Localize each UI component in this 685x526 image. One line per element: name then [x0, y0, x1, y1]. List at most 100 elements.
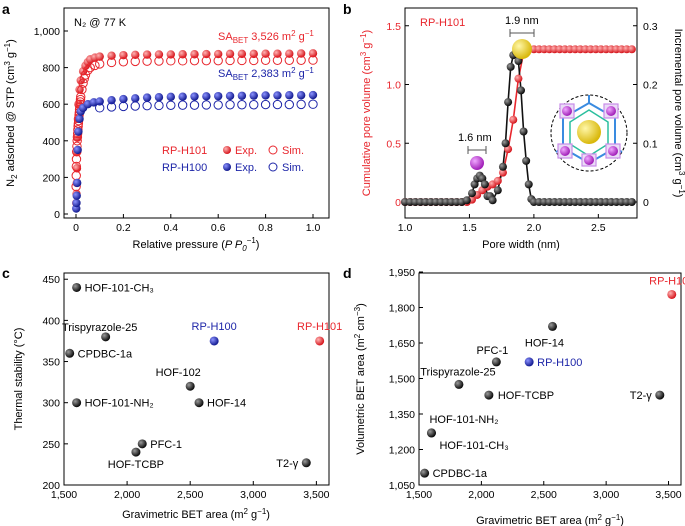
panel-a-point-s0-24 [202, 49, 211, 59]
panel-a-point-s0-32 [296, 49, 306, 58]
panel-c-point-label-9: HOF-TCBP [108, 459, 164, 471]
panel-b-ylabel-left: Cumulative pore volume (cm3 g−1) [359, 30, 373, 196]
panel-a-point-s2-16 [154, 93, 164, 102]
legend-h101-sim: Sim. [282, 145, 304, 157]
panel-a-point-s0-25 [214, 49, 223, 59]
yellow-sphere-icon [512, 39, 532, 59]
panel-b-annotation-small: 1.6 nm [458, 132, 492, 170]
panel-a-point-s2-11 [95, 97, 104, 106]
panel-label-c: c [2, 265, 10, 281]
legend-h100-sim: Sim. [282, 162, 304, 174]
panel-b-point-s1-18 [480, 180, 489, 189]
panel-b-point-s1-33 [524, 180, 533, 189]
panel-a-point-s0-19 [142, 50, 152, 59]
panel-c-point-label-0: HOF-101-CH₃ [85, 282, 154, 294]
panel-b-chart: 1.0 1.5 2.0 2.5 0 0.5 1.0 1.5 0 0.1 0.2 0.3 RP-H101… [359, 7, 685, 251]
panel-a-point-s1-46 [296, 55, 306, 65]
legend-h101-exp-marker [223, 146, 231, 154]
panel-b-point-s1-24 [501, 139, 510, 148]
panel-a-point-s1-41 [237, 55, 247, 66]
panel-a-point-s3-7 [177, 100, 188, 110]
panel-a-xtick-label-0: 0 [73, 222, 79, 234]
panel-a-point-s1-38 [201, 55, 212, 66]
panel-d-point-label-7: HOF-101-NH₂ [429, 414, 498, 426]
panel-c-point-7 [194, 398, 204, 408]
panel-b-left-ytick-label-2: 1.0 [386, 80, 401, 92]
panel-a-point-s2-20 [202, 92, 211, 101]
panel-a-point-s1-30 [106, 57, 117, 68]
panel-d-xtick-label-3: 3,000 [593, 489, 619, 501]
panel-b-point-s1-22 [493, 186, 502, 195]
panel-a-point-s2-3 [72, 178, 82, 188]
panel-a-point-s3-17 [296, 99, 306, 110]
panel-a-point-s2-24 [249, 91, 258, 100]
panel-b-right-ytick-label-1: 0.1 [643, 138, 658, 150]
panel-d-xtick-label-1: 2,000 [468, 489, 494, 501]
panel-c-ytick-label-5: 450 [42, 274, 60, 286]
panel-a-legend: RP-H101 Exp. Sim. RP-H100 Exp. Sim. [162, 145, 304, 174]
panel-a-condition: N₂ @ 77 K [74, 17, 127, 29]
panel-b-point-s0-19 [498, 168, 507, 177]
panel-c-chart: 1,500 2,000 2,500 3,000 3,500 200 250 300 350 400… [13, 272, 342, 521]
panel-a-point-s3-1 [106, 102, 117, 112]
panel-a-point-s0-15 [95, 52, 104, 61]
panel-c-xtick-label-4: 3,500 [303, 489, 329, 501]
panel-b-point-s0-44 [627, 45, 636, 54]
legend-h101-label: RP-H101 [162, 145, 207, 157]
legend-h101-exp: Exp. [235, 145, 257, 157]
panel-a-point-s2-21 [214, 91, 223, 101]
panel-a-xtick-label-1: 0.2 [116, 222, 131, 234]
panel-a-ylabel: N2 adsorbed @ STP (cm3 g−1) [3, 39, 19, 187]
panel-a-point-s2-25 [261, 91, 270, 100]
panel-a-point-s3-13 [249, 100, 259, 110]
panel-c-point-label-1: Trispyrazole-25 [62, 322, 137, 334]
panel-d-ylabel: Volumetric BET area (m2 cm−3) [353, 303, 367, 455]
panel-a-point-s0-26 [225, 49, 235, 59]
legend-h100-label: RP-H100 [162, 162, 207, 174]
panel-c-point-label-6: HOF-101-NH₂ [85, 398, 154, 410]
panel-a-point-s0-23 [190, 50, 199, 59]
panel-c-ylabel: Thermal stability (°C) [13, 328, 25, 431]
panel-a-point-s2-14 [131, 94, 140, 103]
panel-a-point-s1-39 [213, 55, 223, 66]
panel-a-point-s2-13 [119, 94, 128, 104]
panel-a-point-s1-6 [72, 136, 82, 146]
panel-a-point-s0-33 [308, 49, 318, 58]
panel-c-xlabel: Gravimetric BET area (m2 g−1) [122, 507, 270, 521]
panel-b-xtick-label-3: 2.5 [591, 222, 606, 234]
panel-c-xtick-label-1: 2,000 [114, 489, 140, 501]
panel-d-point-2 [491, 357, 501, 367]
panel-a-point-s0-28 [249, 49, 258, 59]
legend-h100-sim-marker [268, 162, 278, 172]
legend-h100-exp: Exp. [235, 162, 257, 174]
panel-d-point-4 [454, 379, 464, 389]
legend-h101-sim-marker [268, 145, 278, 155]
panel-a-point-s1-26 [83, 65, 93, 76]
panel-d-point-label-0: RP-H101 [649, 275, 685, 287]
panel-a-point-s1-44 [272, 55, 283, 65]
panel-d-point-label-3: RP-H100 [537, 357, 582, 369]
panel-a-point-s0-29 [261, 49, 270, 58]
panel-a-point-s2-2 [72, 191, 81, 200]
panel-a-point-s1-47 [308, 55, 318, 65]
panel-b-right-ytick-label-3: 0.3 [643, 21, 658, 33]
panel-a-point-s1-27 [85, 62, 95, 73]
panel-b-point-s1-32 [522, 156, 531, 165]
panel-a-point-s3-11 [225, 100, 235, 110]
panel-a-point-s1-28 [90, 60, 100, 71]
panel-a-point-s3-9 [201, 100, 212, 110]
panel-a-chart: 0 0.2 0.4 0.6 0.8 1.0 0 200 400 600 800 1,000 N₂ @ … [3, 7, 330, 253]
panel-a-xtick-label-2: 0.4 [163, 222, 178, 234]
panel-b-point-s1-23 [498, 162, 507, 171]
panel-b-xtick-label-2: 2.0 [527, 222, 542, 234]
panel-c-ytick-label-1: 250 [42, 439, 60, 451]
panel-d-point-3 [524, 357, 534, 367]
purple-sphere-icon [470, 156, 484, 170]
panel-c-point-5 [185, 381, 195, 391]
panel-a-point-s0-27 [237, 49, 247, 59]
panel-d-point-label-8: HOF-101-CH₃ [439, 440, 508, 452]
panel-a-point-s2-29 [308, 90, 318, 100]
panel-a-point-s2-18 [178, 92, 187, 101]
panel-c-ytick-label-2: 300 [42, 398, 60, 410]
panel-c-ytick-label-4: 400 [42, 315, 60, 327]
